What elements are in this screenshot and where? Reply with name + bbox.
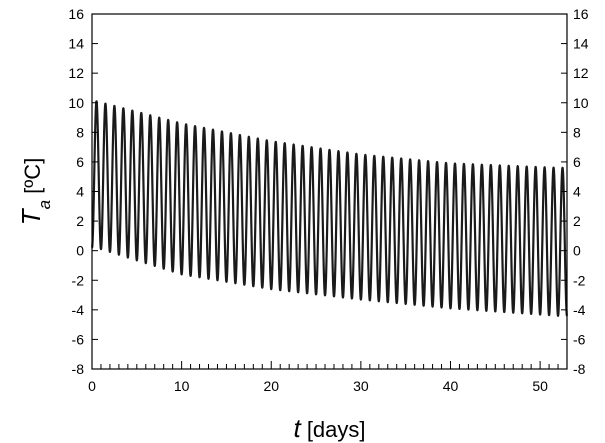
y-tick-label-left: 10 [68, 95, 84, 111]
y-tick-label-right: 0 [573, 243, 581, 259]
axes-layer [91, 13, 568, 370]
x-tick-label: 50 [532, 378, 548, 394]
temperature-series-line [90, 100, 569, 317]
series-layer [90, 100, 569, 317]
plot-frame [91, 13, 568, 370]
y-tick-label-right: -2 [573, 272, 586, 288]
y-tick-label-left: 4 [76, 184, 84, 200]
y-tick-label-left: -2 [72, 272, 85, 288]
ticks-layer [91, 13, 568, 370]
y-tick-label-right: -6 [573, 331, 586, 347]
y-tick-label-right: 14 [573, 36, 589, 52]
y-tick-label-right: 10 [573, 95, 589, 111]
y-tick-label-left: -8 [72, 361, 85, 377]
y-tick-label-right: 6 [573, 154, 581, 170]
y-tick-label-right: 16 [573, 6, 589, 22]
labels-layer: -8 -8 -6 -6 -4 -4 -2 -2 0 0 2 2 4 4 6 6 8 8 10 10 12 12 14 14 16… [16, 6, 589, 443]
y-tick-label-right: -8 [573, 361, 586, 377]
y-tick-label-left: 2 [76, 213, 84, 229]
y-tick-label-left: 6 [76, 154, 84, 170]
y-tick-label-left: 0 [76, 243, 84, 259]
y-tick-label-right: 4 [573, 184, 581, 200]
y-tick-label-left: 8 [76, 124, 84, 140]
y-tick-label-right: -4 [573, 302, 586, 318]
x-tick-label: 20 [263, 378, 279, 394]
x-tick-label: 40 [443, 378, 459, 394]
y-tick-label-right: 12 [573, 65, 589, 81]
y-tick-label-left: 16 [68, 6, 84, 22]
x-tick-label: 0 [88, 378, 96, 394]
y-tick-label-left: 12 [68, 65, 84, 81]
y-tick-label-right: 2 [573, 213, 581, 229]
y-axis-label: Ta [ºC] [16, 158, 54, 226]
y-tick-label-left: 14 [68, 36, 84, 52]
x-tick-label: 30 [353, 378, 369, 394]
y-tick-label-left: -4 [72, 302, 85, 318]
y-tick-label-left: -6 [72, 331, 85, 347]
x-axis-label: t [days] [293, 413, 365, 443]
x-tick-label: 10 [174, 378, 190, 394]
y-tick-label-right: 8 [573, 124, 581, 140]
